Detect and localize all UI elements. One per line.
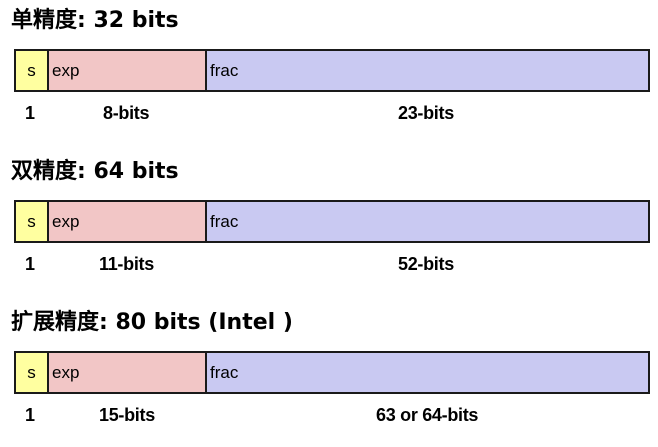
sign-field: s: [16, 51, 49, 90]
sign-bits-label: 1: [25, 405, 35, 425]
sign-bits-label: 1: [25, 254, 35, 274]
exponent-field: exp: [49, 51, 207, 90]
format-title: 单精度: 32 bits: [11, 8, 179, 33]
format-double-precision: 双精度: 64 bits s exp frac 1 11-bits 52-bit…: [0, 151, 658, 296]
exponent-field: exp: [49, 353, 207, 392]
sign-field: s: [16, 202, 49, 241]
format-title: 扩展精度: 80 bits (Intel ): [11, 310, 293, 335]
exponent-bits-label: 15-bits: [99, 405, 155, 425]
sign-bits-label: 1: [25, 103, 35, 123]
fraction-bits-label: 52-bits: [398, 254, 454, 274]
fraction-bits-label: 23-bits: [398, 103, 454, 123]
fraction-bits-label: 63 or 64-bits: [376, 405, 479, 425]
sign-field: s: [16, 353, 49, 392]
format-extended-precision: 扩展精度: 80 bits (Intel ) s exp frac 1 15-b…: [0, 302, 658, 447]
bit-layout-bar: s exp frac: [14, 351, 650, 394]
exponent-field: exp: [49, 202, 207, 241]
bit-layout-bar: s exp frac: [14, 200, 650, 243]
exponent-bits-label: 11-bits: [99, 254, 154, 274]
exponent-bits-label: 8-bits: [103, 103, 150, 123]
fraction-field: frac: [207, 202, 648, 241]
fraction-field: frac: [207, 353, 648, 392]
fraction-field: frac: [207, 51, 648, 90]
format-single-precision: 单精度: 32 bits s exp frac 1 8-bits 23-bits: [0, 0, 658, 145]
format-title: 双精度: 64 bits: [11, 159, 179, 184]
bit-layout-bar: s exp frac: [14, 49, 650, 92]
